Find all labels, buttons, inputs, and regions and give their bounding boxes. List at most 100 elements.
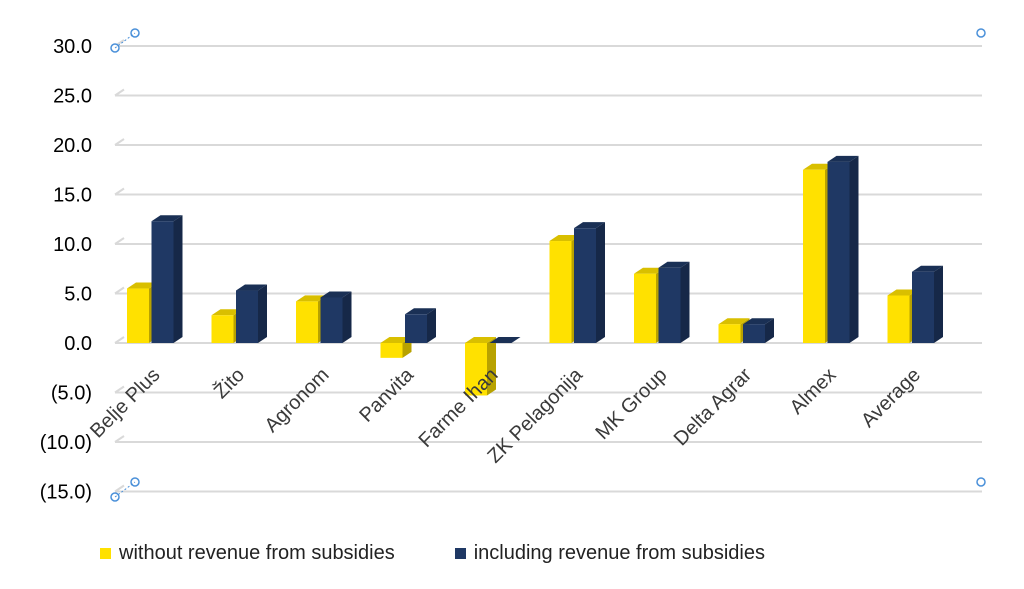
bar-front: [465, 343, 487, 396]
bar: [658, 261, 690, 343]
selection-connector: [114, 32, 136, 49]
bar-top: [549, 235, 581, 242]
y-tick-label: 5.0: [64, 284, 92, 306]
bar: [827, 155, 859, 343]
bar-front: [320, 297, 343, 343]
bar-top: [405, 308, 436, 315]
bar: [236, 284, 267, 343]
bar-top: [320, 291, 352, 298]
x-tick-label: Average: [857, 364, 925, 432]
y-axis: 30.0 25.0 20.0 15.0 10.0 5.0 0.0 (5.0) (10.0) (15…: [40, 36, 92, 504]
bar-front: [296, 301, 318, 343]
y-tick-label: (10.0): [40, 432, 92, 454]
bar: [489, 337, 521, 343]
x-tick-label: Delta Agrar: [670, 364, 757, 451]
bar: [151, 215, 183, 343]
bar: [912, 265, 943, 343]
bar-side: [765, 318, 774, 343]
selection-handle[interactable]: [976, 477, 986, 487]
gridline-depth: [114, 385, 125, 394]
legend-item-series-2: including revenue from subsidies: [454, 542, 765, 565]
bar-front: [211, 315, 234, 343]
x-tick-label: Farme Ihan: [415, 364, 503, 452]
x-tick-label: Belje Plus: [86, 364, 164, 442]
legend-swatch-navy: [454, 548, 466, 559]
gridline-depth: [114, 336, 125, 344]
y-tick-label: (5.0): [51, 383, 92, 405]
bar-side: [596, 222, 605, 343]
bar-side: [173, 215, 183, 343]
bar-front: [634, 273, 656, 343]
bar-front: [827, 161, 850, 343]
selection-connector: [114, 481, 136, 498]
bar-top: [151, 215, 183, 222]
bars-group: [127, 155, 943, 396]
bar-side: [934, 265, 943, 343]
x-tick-label: Panvita: [355, 363, 418, 426]
bar-side: [487, 337, 496, 396]
legend: without revenue from subsidies including…: [100, 542, 765, 565]
bar-top: [380, 337, 412, 343]
bar-front: [887, 295, 910, 343]
bar-top: [127, 282, 158, 289]
x-tick-label: Agronom: [261, 364, 334, 437]
gridline-depth: [114, 435, 125, 443]
bar-front: [803, 169, 825, 343]
gridline-depth: [114, 484, 125, 493]
bar-top: [211, 309, 243, 316]
bar-top: [634, 267, 665, 274]
x-tick-label: Almex: [786, 364, 841, 419]
x-tick-label: MK Group: [592, 364, 672, 444]
x-tick-label: Žito: [209, 363, 249, 403]
bar-front: [549, 241, 572, 343]
y-tick-label: (15.0): [40, 482, 92, 504]
gridline-depth: [114, 88, 125, 97]
selection-handle[interactable]: [976, 28, 986, 38]
gridline-depth: [114, 138, 125, 146]
bar-side: [849, 155, 859, 343]
gridline-depth: [114, 286, 125, 295]
bar-front: [912, 271, 934, 343]
bar-side: [427, 308, 436, 343]
y-tick-label: 20.0: [53, 135, 92, 157]
bar-top: [465, 337, 496, 343]
legend-label: without revenue from subsidies: [119, 542, 395, 564]
bar: [320, 291, 352, 343]
bar-top: [912, 265, 943, 272]
bar-front: [743, 324, 765, 343]
bar: [574, 222, 605, 343]
bar: [465, 337, 496, 396]
bar-side: [342, 291, 352, 343]
y-tick-label: 0.0: [64, 333, 92, 355]
bar-top: [803, 163, 834, 170]
legend-item-series-1: without revenue from subsidies: [100, 542, 395, 565]
bar-top: [574, 222, 605, 229]
bar-front: [236, 290, 258, 343]
y-tick-label: 10.0: [53, 234, 92, 256]
bar-top: [887, 289, 919, 296]
bar: [743, 318, 774, 343]
bar-top: [718, 318, 750, 325]
bar-front: [380, 343, 403, 358]
bar-top: [296, 295, 327, 302]
legend-label: including revenue from subsidies: [473, 542, 765, 564]
legend-swatch-yellow: [100, 548, 111, 559]
bar-front: [405, 314, 427, 343]
gridline-depth: [114, 237, 125, 245]
bar: [405, 308, 436, 343]
y-tick-label: 25.0: [53, 86, 92, 108]
bar-front: [718, 324, 741, 343]
gridline-depth: [114, 187, 125, 196]
bar-front: [151, 221, 174, 343]
bar-top: [743, 318, 774, 325]
y-tick-label: 15.0: [53, 185, 92, 207]
selection-handles[interactable]: [110, 28, 986, 502]
bar-front: [127, 288, 149, 343]
bar-top: [658, 261, 690, 268]
bar-top: [236, 284, 267, 291]
bar-front: [574, 228, 596, 343]
bar-side: [258, 284, 267, 343]
bar-top: [827, 155, 859, 162]
